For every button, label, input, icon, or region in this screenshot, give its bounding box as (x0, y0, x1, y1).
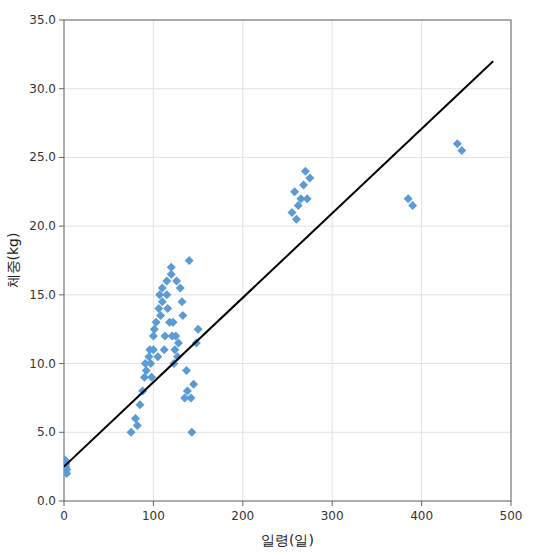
marks (64, 61, 493, 478)
x-tick (511, 501, 512, 506)
scatter-point (158, 297, 167, 306)
y-tick (59, 501, 64, 502)
scatter-point (169, 318, 178, 327)
y-axis-label: 체중(kg) (5, 233, 21, 289)
scatter-point (404, 194, 413, 203)
x-grid-line (332, 20, 333, 501)
scatter-point (457, 146, 466, 155)
scatter-point (408, 201, 417, 210)
y-tick (59, 20, 64, 21)
x-tick-label: 500 (500, 509, 523, 523)
y-tick-label: 30.0 (29, 82, 56, 96)
scatter-point (133, 421, 142, 430)
scatter-point (290, 187, 299, 196)
y-grid-line (64, 363, 511, 364)
scatter-point (163, 304, 172, 313)
y-tick-label: 15.0 (29, 288, 56, 302)
y-tick (59, 226, 64, 227)
scatter-point (174, 338, 183, 347)
y-grid-line (64, 157, 511, 158)
scatter-point (153, 352, 162, 361)
x-grid-line (242, 20, 243, 501)
y-grid-line (64, 88, 511, 89)
plot-area (64, 20, 511, 501)
y-tick-label: 5.0 (37, 425, 56, 439)
scatter-point (176, 283, 185, 292)
trend-line (64, 61, 493, 466)
scatter-point (144, 352, 153, 361)
x-tick-label: 100 (142, 509, 165, 523)
scatter-point (182, 366, 191, 375)
scatter-point (292, 215, 301, 224)
x-tick (332, 501, 333, 506)
scatter-point (149, 332, 158, 341)
x-tick (242, 501, 243, 506)
x-tick (64, 501, 65, 506)
y-tick-label: 10.0 (29, 357, 56, 371)
y-tick-label: 20.0 (29, 219, 56, 233)
scatter-point (189, 380, 198, 389)
scatter-point (194, 325, 203, 334)
scatter-point (167, 263, 176, 272)
scatter-point (187, 428, 196, 437)
scatter-point (131, 414, 140, 423)
scatter-point (178, 311, 187, 320)
x-axis-label: 일령(일) (261, 532, 314, 548)
scatter-point (185, 256, 194, 265)
scatter-point (303, 194, 312, 203)
y-tick-label: 25.0 (29, 150, 56, 164)
scatter-point (152, 318, 161, 327)
y-tick (59, 363, 64, 364)
scatter-point (156, 311, 165, 320)
y-grid-line (64, 294, 511, 295)
scatter-point (301, 167, 310, 176)
scatter-point (150, 325, 159, 334)
y-tick (59, 432, 64, 433)
axes: 0 100 200 300 400 500 0.0 5.0 10.0 15.0 20.0 25.0 30… (29, 13, 522, 523)
chart: 0 100 200 300 400 500 0.0 5.0 10.0 15.0 20.0 25.0 30… (0, 0, 533, 559)
scatter-point (149, 345, 158, 354)
scatter-point (160, 345, 169, 354)
scatter-point (127, 428, 136, 437)
scatter-point (158, 283, 167, 292)
y-tick (59, 88, 64, 89)
scatter-point (142, 366, 151, 375)
y-grid-line (64, 226, 511, 227)
scatter-point (453, 139, 462, 148)
scatter-point (287, 208, 296, 217)
y-tick-label: 0.0 (37, 494, 56, 508)
x-grid-line (421, 20, 422, 501)
scatter-point (186, 393, 195, 402)
x-tick (153, 501, 154, 506)
scatter-point (299, 180, 308, 189)
x-tick-label: 200 (231, 509, 254, 523)
x-tick-label: 0 (60, 509, 68, 523)
plot-frame (64, 20, 511, 501)
y-tick (59, 157, 64, 158)
grid (64, 20, 511, 501)
x-grid-line (153, 20, 154, 501)
scatter-point (305, 174, 314, 183)
scatter-point (162, 290, 171, 299)
x-tick-label: 400 (410, 509, 433, 523)
scatter-point (135, 400, 144, 409)
y-tick-label: 35.0 (29, 13, 56, 27)
x-tick (421, 501, 422, 506)
x-tick-label: 300 (321, 509, 344, 523)
scatter-point (162, 277, 171, 286)
scatter-point (146, 359, 155, 368)
scatter-point (178, 297, 187, 306)
y-tick (59, 294, 64, 295)
